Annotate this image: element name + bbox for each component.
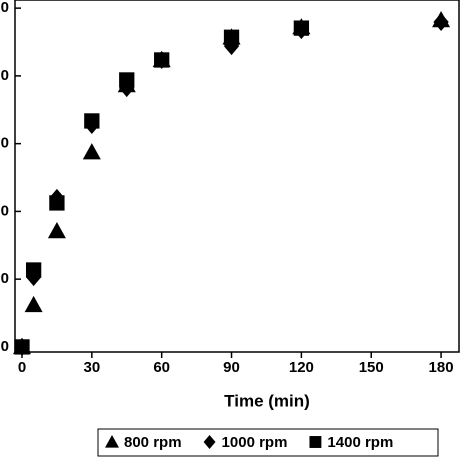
marker [47, 222, 66, 239]
marker [105, 435, 119, 448]
marker [154, 52, 170, 68]
marker [433, 13, 449, 32]
marker [14, 339, 30, 355]
x-tick-label: 90 [223, 359, 240, 376]
y-tick-label: 0 [1, 0, 9, 16]
x-tick-label: 180 [429, 359, 454, 376]
marker [84, 113, 100, 129]
marker [293, 20, 310, 36]
x-tick-label: 30 [83, 359, 100, 376]
y-tick-label: 0 [1, 67, 9, 84]
legend-label: 1400 rpm [327, 434, 393, 451]
y-tick-label: 0 [1, 270, 9, 287]
x-tick-label: 120 [289, 359, 314, 376]
marker [49, 195, 65, 211]
y-tick-label: 0 [1, 338, 9, 355]
marker [119, 72, 135, 88]
legend-label: 1000 rpm [222, 434, 288, 451]
marker [203, 435, 216, 449]
marker [223, 29, 240, 45]
marker [309, 436, 322, 448]
legend-label: 800 rpm [124, 434, 182, 451]
marker [24, 295, 43, 313]
legend-box [97, 428, 439, 457]
x-tick-label: 0 [18, 359, 26, 376]
y-tick-label: 0 [1, 135, 9, 152]
marker [25, 262, 42, 278]
plot-frame [14, 0, 460, 353]
marker [82, 143, 101, 160]
x-tick-label: 150 [359, 359, 384, 376]
y-tick-label: 0 [1, 202, 9, 219]
x-tick-label: 60 [153, 359, 170, 376]
x-axis-label: Time (min) [224, 391, 310, 410]
